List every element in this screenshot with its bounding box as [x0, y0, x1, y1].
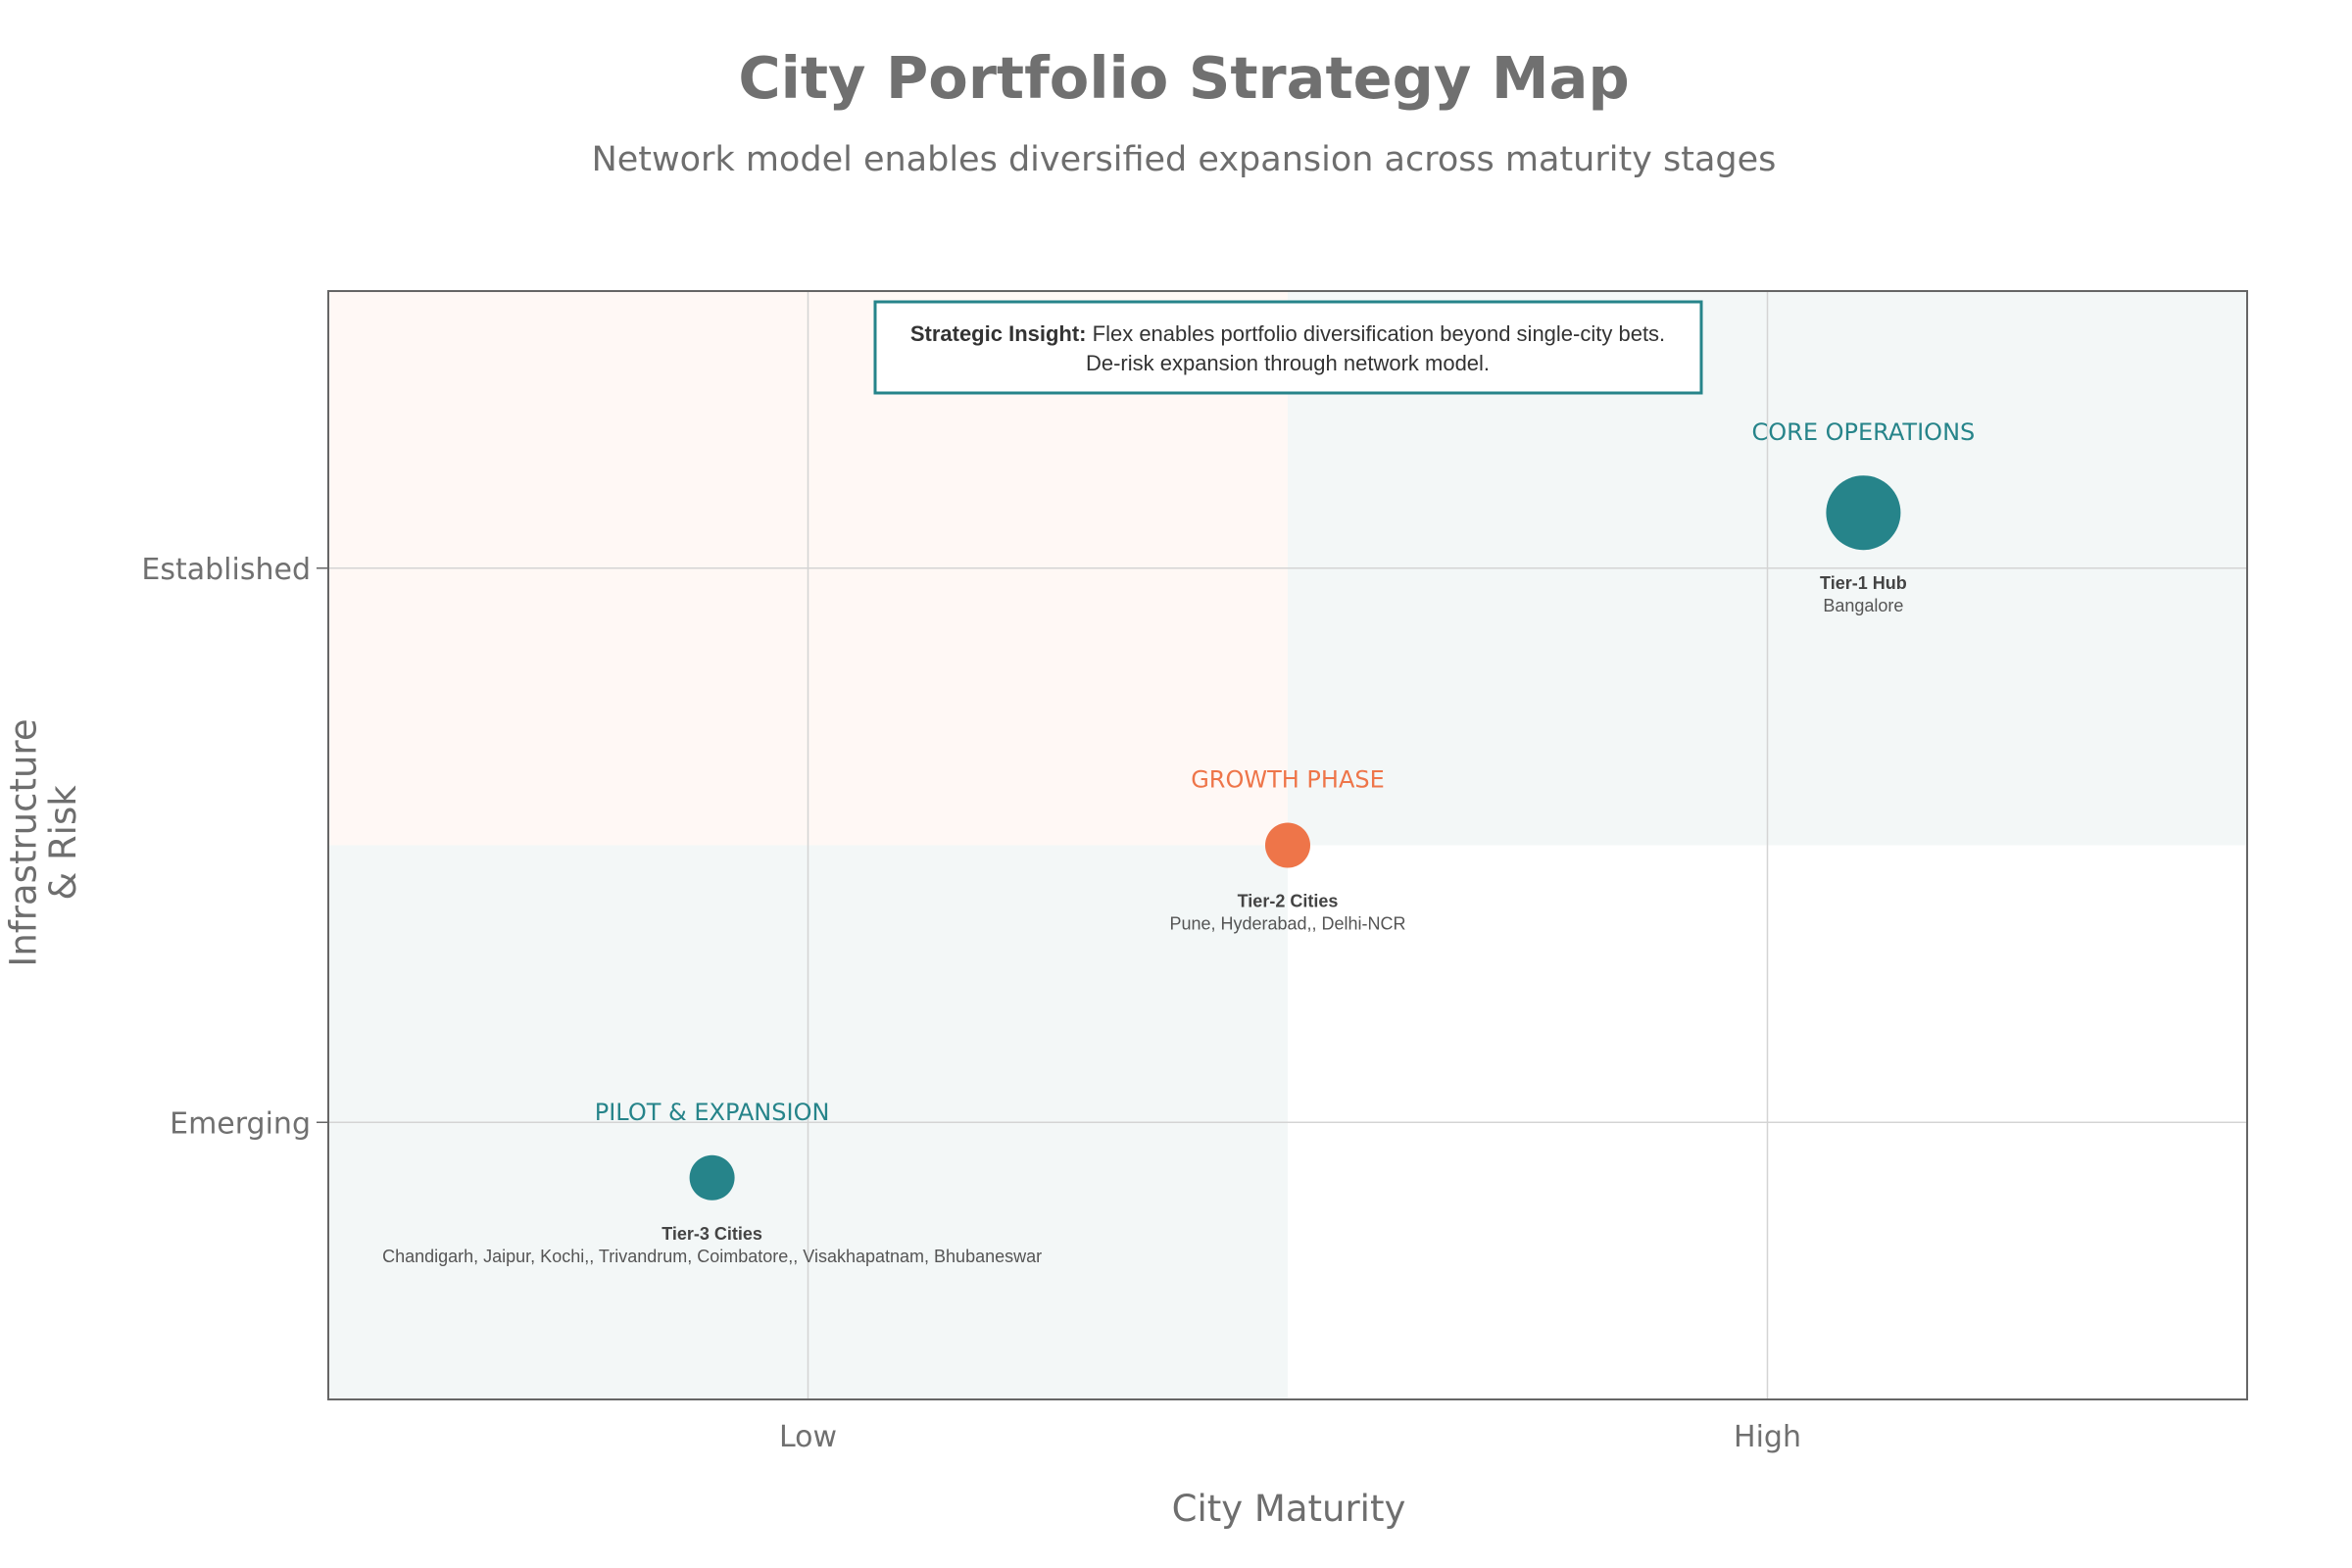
phase-label: GROWTH PHASE	[1191, 766, 1385, 794]
cities-label: Pune, Hyderabad,, Delhi-NCR	[1169, 914, 1405, 934]
axis-ticks: Low High Emerging Established	[141, 553, 1801, 1454]
cities-label: Chandigarh, Jaipur, Kochi,, Trivandrum, …	[382, 1247, 1042, 1266]
insight-box-border	[873, 300, 1703, 395]
y-tick-label: Established	[141, 553, 311, 587]
plot-frame	[327, 290, 2248, 1400]
strategic-insight-box: Strategic Insight: Flex enables portfoli…	[873, 300, 1703, 395]
tier-label: Tier-3 Cities	[662, 1224, 762, 1244]
y-axis-title: Infrastructure& Risk	[2, 718, 84, 966]
tier-label: Tier-2 Cities	[1238, 892, 1339, 911]
x-tick-label: High	[1734, 1420, 1801, 1454]
data-point	[1265, 822, 1310, 868]
x-tick-label: Low	[779, 1420, 837, 1454]
data-points: PILOT & EXPANSION Tier-3 Cities Chandigarh…	[382, 418, 1975, 1266]
x-axis-title: City Maturity	[1172, 1488, 1406, 1530]
tier-label: Tier-1 Hub	[1820, 573, 1907, 593]
chart-title: City Portfolio Strategy Map	[738, 44, 1629, 112]
phase-label: PILOT & EXPANSION	[595, 1099, 830, 1126]
data-point	[1826, 475, 1901, 551]
chart-subtitle: Network model enables diversified expans…	[592, 140, 1777, 179]
data-point	[689, 1154, 735, 1200]
insight-text: Flex enables portfolio diversification b…	[1093, 321, 1666, 346]
cities-label: Bangalore	[1823, 596, 1903, 615]
insight-bold: Strategic Insight:	[910, 321, 1087, 346]
insight-line-2: De-risk expansion through network model.	[1086, 351, 1490, 375]
insight-line-1: Strategic Insight: Flex enables portfoli…	[910, 321, 1665, 346]
y-tick-label: Emerging	[170, 1106, 311, 1141]
gridlines	[328, 291, 2247, 1399]
phase-label: CORE OPERATIONS	[1752, 418, 1976, 446]
